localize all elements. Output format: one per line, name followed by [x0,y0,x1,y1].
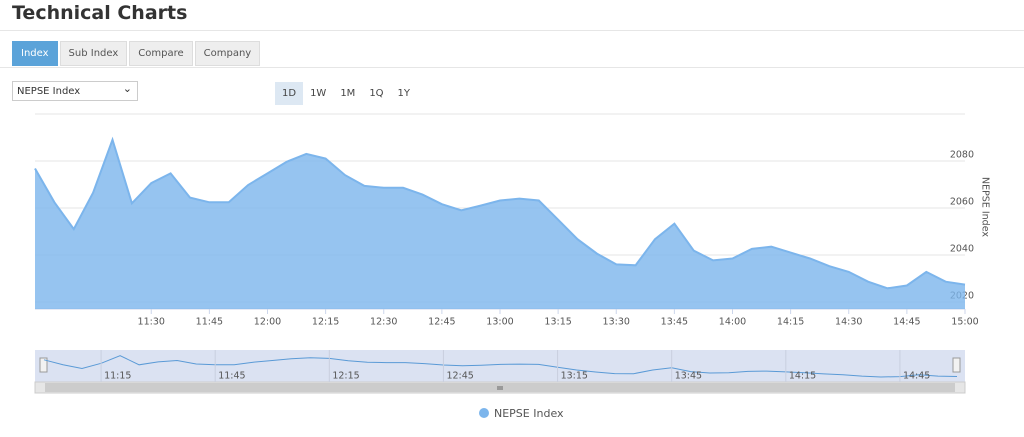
range-button[interactable]: 1Y [397,88,411,99]
navigator-tick-label: 11:15 [104,371,131,382]
tab[interactable]: Company [194,41,261,66]
page-title: Technical Charts [12,2,188,24]
range-button[interactable]: 1Q [369,88,384,99]
legend-marker [479,408,489,418]
navigator-line [43,355,958,378]
navigator-mask [35,350,965,382]
x-tick-label: 12:00 [254,317,281,328]
navigator-tick-label: 11:45 [218,371,245,382]
y-tick-label: 2080 [950,149,974,160]
x-tick-label: 12:30 [370,317,397,328]
range-buttons: 1D 1W 1M 1Q 1Y [275,82,417,105]
x-tick-label: 15:00 [951,317,978,328]
range-button[interactable]: 1M [340,88,356,99]
divider [0,67,1024,68]
x-tick-label: 11:45 [196,317,223,328]
x-tick-label: 14:45 [893,317,920,328]
y-axis-title: NEPSE Index [980,177,991,237]
x-tick-label: 12:45 [428,317,455,328]
legend-label: NEPSE Index [494,407,564,420]
x-tick-label: 14:30 [835,317,862,328]
line [34,136,966,290]
tab[interactable]: Compare [129,41,193,66]
navigator-handle[interactable] [39,357,48,373]
y-tick-label: 2060 [950,196,974,207]
x-tick-label: 14:15 [777,317,804,328]
navigator-tick-label: 14:15 [789,371,816,382]
navigator-tick-label: 12:45 [446,371,473,382]
divider [0,30,1024,31]
x-tick-label: 13:00 [486,317,513,328]
x-tick-label: 12:15 [312,317,339,328]
range-button[interactable]: 1D [275,82,304,105]
tab-bar: Index Sub Index Compare Company [12,41,261,66]
navigator-tick-label: 13:45 [675,371,702,382]
index-dropdown[interactable]: NEPSE Index [12,79,138,101]
tab[interactable]: Index [12,41,58,66]
x-tick-label: 11:30 [138,317,165,328]
navigator-tick-label: 13:15 [561,371,588,382]
x-tick-label: 13:45 [661,317,688,328]
navigator-tick-label: 12:15 [332,371,359,382]
x-tick-label: 13:30 [603,317,630,328]
y-tick-label: 2040 [950,243,974,254]
navigator-tick-label: 14:45 [903,371,930,382]
navigator-handle[interactable] [952,357,961,373]
tab[interactable]: Sub Index [59,41,128,66]
scrollbar-grip [497,386,503,390]
x-tick-label: 14:00 [719,317,746,328]
area [35,139,965,309]
x-tick-label: 13:15 [544,317,571,328]
range-button[interactable]: 1W [310,88,327,99]
